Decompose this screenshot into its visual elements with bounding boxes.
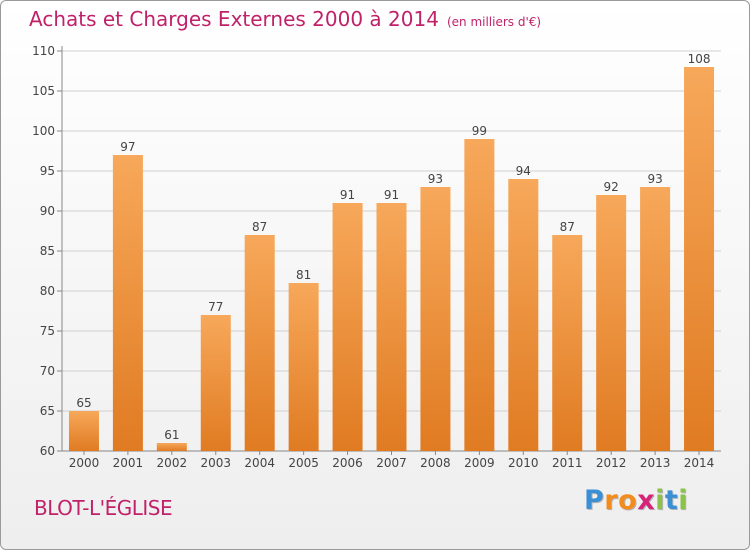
x-tick-label-2001: 2001 — [113, 456, 144, 470]
y-tick-label-100: 100 — [32, 124, 55, 138]
chart-subtitle: (en milliers d'€) — [446, 15, 542, 29]
bar-2005 — [288, 283, 319, 451]
x-tick-label-2012: 2012 — [596, 456, 627, 470]
data-label-2007: 91 — [384, 188, 399, 202]
bar-2014 — [684, 67, 715, 451]
y-tick-label-85: 85 — [40, 244, 55, 258]
logo-letter: x — [637, 485, 656, 516]
x-tick-label-2000: 2000 — [69, 456, 100, 470]
proxiti-logo: Proxiti — [584, 485, 688, 516]
data-label-2004: 87 — [252, 220, 267, 234]
data-label-2013: 93 — [647, 172, 662, 186]
x-tick-label-2002: 2002 — [157, 456, 188, 470]
y-tick-label-110: 110 — [32, 44, 55, 58]
x-tick-label-2014: 2014 — [684, 456, 715, 470]
data-label-2011: 87 — [560, 220, 575, 234]
x-tick-label-2011: 2011 — [552, 456, 583, 470]
bar-2012 — [596, 195, 627, 451]
logo-letter: o — [618, 485, 638, 516]
logo-letter: r — [604, 485, 619, 516]
x-tick-label-2005: 2005 — [288, 456, 319, 470]
bar-2003 — [200, 315, 231, 451]
y-tick-label-95: 95 — [40, 164, 55, 178]
x-tick-label-2013: 2013 — [640, 456, 671, 470]
x-tick-label-2004: 2004 — [244, 456, 275, 470]
x-tick-label-2009: 2009 — [464, 456, 495, 470]
data-label-2010: 94 — [516, 164, 531, 178]
bar-2001 — [112, 155, 143, 451]
bar-2004 — [244, 235, 275, 451]
bar-chart: 60 65 70 75 80 85 90 95 100 105 110 65 2000 97 2001 61 2… — [32, 44, 721, 470]
chart-title-text: Achats et Charges Externes 2000 à 2014 — [29, 7, 439, 31]
chart-title: Achats et Charges Externes 2000 à 2014 (e… — [29, 7, 541, 31]
x-tick-label-2007: 2007 — [376, 456, 407, 470]
logo-letter: t — [664, 485, 679, 516]
y-tick-label-90: 90 — [40, 204, 55, 218]
bar-2008 — [420, 187, 451, 451]
x-tick-label-2006: 2006 — [332, 456, 363, 470]
y-tick-label-75: 75 — [40, 324, 55, 338]
data-label-2009: 99 — [472, 124, 487, 138]
data-label-2012: 92 — [604, 180, 619, 194]
data-label-2006: 91 — [340, 188, 355, 202]
bar-2011 — [552, 235, 583, 451]
logo-letter: i — [678, 485, 689, 516]
y-tick-label-105: 105 — [32, 84, 55, 98]
bar-2002 — [156, 443, 187, 451]
y-tick-label-80: 80 — [40, 284, 55, 298]
commune-name: BLOT-L'ÉGLISE — [34, 496, 173, 520]
bar-2013 — [640, 187, 671, 451]
data-label-2014: 108 — [688, 52, 711, 66]
logo-letter: P — [584, 485, 605, 516]
data-label-2001: 97 — [120, 140, 135, 154]
data-label-2008: 93 — [428, 172, 443, 186]
data-label-2005: 81 — [296, 268, 311, 282]
x-tick-label-2008: 2008 — [420, 456, 451, 470]
bar-2000 — [68, 411, 99, 451]
bar-2006 — [332, 203, 363, 451]
bar-2009 — [464, 139, 495, 451]
y-tick-label-70: 70 — [40, 364, 55, 378]
bar-2007 — [376, 203, 407, 451]
y-tick-label-65: 65 — [40, 404, 55, 418]
data-label-2002: 61 — [164, 428, 179, 442]
logo-letter: i — [655, 485, 665, 516]
x-tick-label-2003: 2003 — [200, 456, 231, 470]
bar-2010 — [508, 179, 539, 451]
data-label-2000: 65 — [76, 396, 91, 410]
y-tick-label-60: 60 — [40, 444, 55, 458]
x-tick-label-2010: 2010 — [508, 456, 539, 470]
data-label-2003: 77 — [208, 300, 223, 314]
